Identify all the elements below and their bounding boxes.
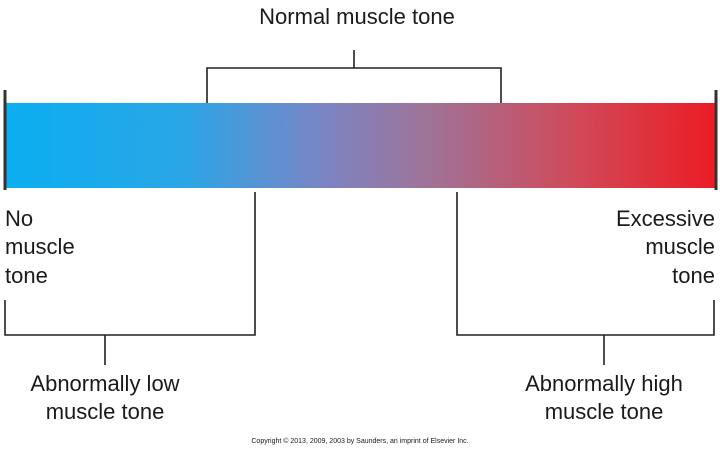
normal-label: Normal muscle tone xyxy=(259,4,455,29)
high-label-line: Abnormally high xyxy=(525,371,683,396)
low-label-line: Abnormally low xyxy=(30,371,179,396)
right-end-line: muscle xyxy=(645,234,715,259)
left-end-line: tone xyxy=(5,263,48,288)
left-end-line: muscle xyxy=(5,234,75,259)
high-label-line: muscle tone xyxy=(545,399,664,424)
low-label-line: muscle tone xyxy=(46,399,165,424)
right-end-line: tone xyxy=(672,263,715,288)
low-bracket xyxy=(4,192,256,365)
tone-bar xyxy=(5,103,716,188)
right-end-line: Excessive xyxy=(616,206,715,231)
left-end-line: No xyxy=(5,206,33,231)
copyright: Copyright © 2013, 2009, 2003 by Saunders… xyxy=(251,437,468,445)
normal-bracket xyxy=(206,50,502,103)
high-bracket xyxy=(456,192,715,365)
